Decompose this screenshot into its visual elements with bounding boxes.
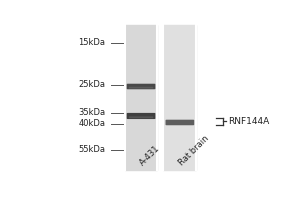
FancyBboxPatch shape	[127, 84, 155, 89]
FancyBboxPatch shape	[129, 116, 153, 118]
Text: 40kDa: 40kDa	[78, 119, 105, 128]
Text: 25kDa: 25kDa	[78, 80, 105, 89]
Text: Rat brain: Rat brain	[177, 134, 211, 168]
FancyBboxPatch shape	[127, 113, 155, 119]
Text: A-431: A-431	[138, 144, 162, 168]
Text: 35kDa: 35kDa	[78, 108, 105, 117]
Text: 55kDa: 55kDa	[78, 145, 105, 154]
FancyBboxPatch shape	[166, 120, 194, 125]
Text: 15kDa: 15kDa	[78, 38, 105, 47]
Text: RNF144A: RNF144A	[228, 117, 269, 126]
Bar	[124, 25, 158, 170]
Bar	[164, 25, 196, 170]
FancyBboxPatch shape	[129, 87, 153, 88]
